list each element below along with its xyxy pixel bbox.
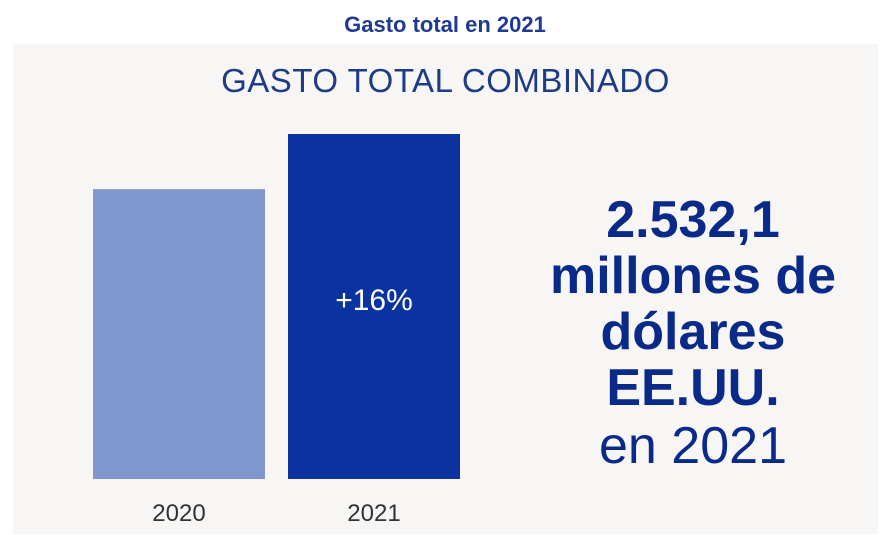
headline-unit-line1: millones de	[549, 247, 837, 305]
headline-amount: 2.532,1	[606, 191, 780, 249]
headline-year: en 2021	[599, 417, 787, 475]
infographic-panel: GASTO TOTAL COMBINADO 2020 2021 +16% 2.532…	[13, 44, 878, 534]
headline-figure: 2.532,1 millones de dólares EE.UU. en 20…	[508, 192, 878, 476]
data-label-2021: +16%	[335, 284, 413, 317]
bar-2021	[288, 134, 460, 479]
bar-chart: 2020 2021 +16%	[93, 134, 460, 527]
x-tick-label: 2021	[347, 500, 400, 527]
chart-title: GASTO TOTAL COMBINADO	[221, 62, 670, 99]
page-title: Gasto total en 2021	[344, 12, 546, 37]
headline-unit-line2: dólares EE.UU.	[600, 303, 786, 417]
x-tick-label: 2020	[152, 500, 205, 527]
bar-2020	[93, 189, 265, 479]
